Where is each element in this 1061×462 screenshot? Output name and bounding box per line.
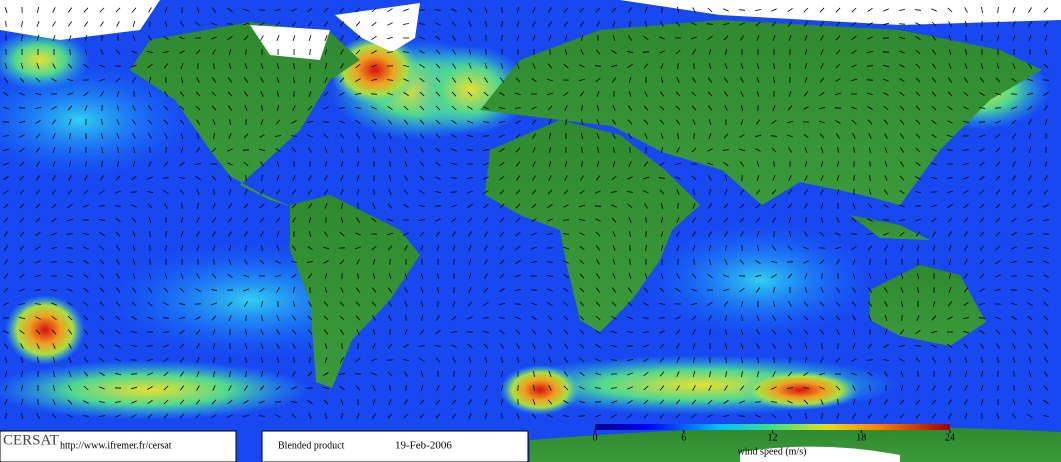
footer-box bbox=[0, 430, 237, 462]
colorbar: wind speed (m/s) 0 6 12 18 24 bbox=[593, 424, 955, 457]
wind-vectors bbox=[2, 6, 1050, 420]
product: Blended product bbox=[278, 440, 345, 451]
colorbar-label: wind speed (m/s) bbox=[738, 446, 807, 457]
colorbar-tick-label: 24 bbox=[945, 432, 955, 443]
url: http://www.ifremer.fr/cersat bbox=[60, 440, 172, 451]
footer: CERSAT http://www.ifremer.fr/cersat Blen… bbox=[0, 430, 529, 462]
footer-box bbox=[261, 430, 529, 462]
date: 19-Feb-2006 bbox=[395, 440, 452, 452]
logo: CERSAT bbox=[3, 432, 59, 448]
colorbar-tick-label: 18 bbox=[856, 432, 866, 443]
colorbar-tick-label: 12 bbox=[768, 432, 778, 443]
land bbox=[130, 20, 1061, 462]
colorbar-tick-label: 0 bbox=[593, 432, 598, 443]
colorbar-tick-label: 6 bbox=[681, 432, 686, 443]
wind-field bbox=[0, 30, 1050, 420]
colorbar-ramp bbox=[595, 424, 950, 430]
